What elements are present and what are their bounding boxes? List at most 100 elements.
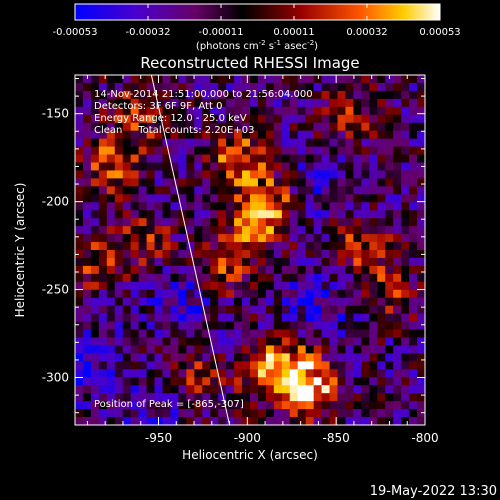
heatmap-cell [401,82,410,92]
heatmap-cell [257,210,267,219]
heatmap-cell [417,257,425,267]
heatmap-cell [162,122,171,132]
heatmap-cell [281,385,291,394]
heatmap-cell [257,114,267,124]
chart-title: Reconstructed RHESSI Image [140,54,359,72]
heatmap-cell [218,242,227,251]
heatmap-cell [146,401,155,410]
heatmap-cell [257,265,267,275]
heatmap-cell [289,122,299,132]
heatmap-cell [257,138,267,147]
heatmap-cell [186,265,195,275]
heatmap-cell [130,90,140,100]
heatmap-cell [345,250,354,259]
heatmap-cell [186,321,195,330]
heatmap-cell [329,265,338,275]
heatmap-cell [385,234,394,243]
heatmap-cell [353,385,362,394]
heatmap-cell [178,297,187,307]
heatmap-cell [146,202,155,211]
heatmap-cell [178,122,187,132]
heatmap-cell [297,226,307,235]
heatmap-cell [122,226,132,235]
heatmap-cell [313,210,322,219]
heatmap-cell [353,218,362,227]
heatmap-cell [90,401,100,410]
heatmap-cell [313,90,322,100]
heatmap-cell [106,218,116,227]
heatmap-cell [361,369,370,378]
heatmap-cell [210,409,219,418]
heatmap-cell [234,210,243,219]
heatmap-cell [226,409,235,418]
heatmap-cell [75,353,84,362]
heatmap-cell [250,162,259,171]
heatmap-cell [281,194,291,203]
heatmap-cell [170,385,179,394]
heatmap-cell [265,226,275,235]
heatmap-cell [369,369,378,378]
heatmap-cell [170,345,179,354]
heatmap-cell [146,313,155,322]
heatmap-cell [146,226,155,235]
heatmap-cell [210,329,219,338]
heatmap-cell [90,289,100,299]
heatmap-cell [273,393,283,402]
heatmap-cell [297,154,307,163]
heatmap-cell [353,250,362,259]
heatmap-cell [146,289,155,299]
heatmap-cell [82,289,92,299]
heatmap-cell [345,154,354,163]
heatmap-cell [242,361,251,370]
heatmap-cell [202,401,211,410]
heatmap-cell [401,345,410,354]
heatmap-cell [313,194,322,203]
heatmap-cell [122,417,132,425]
heatmap-cell [202,345,211,354]
heatmap-cell [313,122,322,132]
heatmap-cell [337,75,346,84]
heatmap-cell [250,194,259,203]
heatmap-cell [146,377,155,386]
heatmap-cell [361,242,370,251]
heatmap-cell [297,122,307,132]
heatmap-cell [401,106,410,116]
heatmap-cell [146,186,155,195]
heatmap-cell [273,194,283,203]
heatmap-cell [361,154,370,163]
heatmap-cell [114,114,124,124]
heatmap-cell [385,385,394,394]
heatmap-cell [257,409,267,418]
heatmap-cell [114,353,124,362]
heatmap-cell [234,202,243,211]
heatmap-cell [385,265,394,275]
heatmap-cell [250,234,259,243]
heatmap-cell [226,242,235,251]
heatmap-cell [257,178,267,187]
heatmap-cell [321,369,330,378]
heatmap-cell [162,226,171,235]
heatmap-cell [273,138,283,147]
heatmap-cell [393,178,402,187]
heatmap-cell [369,75,378,84]
heatmap-cell [194,178,203,187]
heatmap-cell [329,186,338,195]
heatmap-cell [138,186,147,195]
heatmap-cell [273,75,283,84]
heatmap-cell [281,353,291,362]
heatmap-cell [242,265,251,275]
heatmap-cell [90,281,100,291]
heatmap-cell [369,162,378,171]
colorbar-tick-label: -0.00032 [126,27,171,38]
heatmap-cell [218,417,227,425]
heatmap-cell [409,178,418,187]
heatmap-cell [281,281,291,291]
heatmap-cell [257,106,267,116]
heatmap-cell [130,329,140,338]
heatmap-cell [393,401,402,410]
heatmap-cell [218,385,227,394]
heatmap-cell [186,417,195,425]
heatmap-cell [162,250,171,259]
heatmap-cell [122,194,132,203]
heatmap-cell [210,281,219,291]
